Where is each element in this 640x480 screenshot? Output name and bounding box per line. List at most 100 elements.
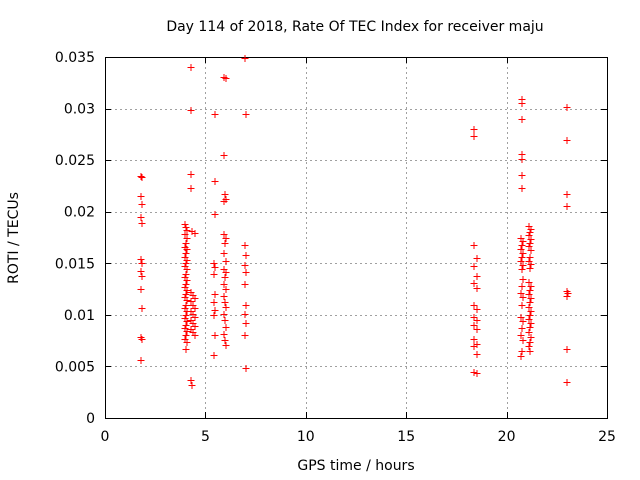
x-tick-label: 25	[598, 429, 616, 445]
data-point	[525, 232, 533, 239]
gridlines	[105, 57, 607, 418]
x-tick-label: 20	[498, 429, 516, 445]
data-point	[473, 326, 481, 333]
data-point	[241, 281, 249, 288]
data-point	[137, 286, 145, 293]
data-point	[183, 227, 191, 234]
data-point	[473, 351, 481, 358]
data-point	[526, 312, 534, 319]
data-point	[183, 235, 191, 242]
data-point	[517, 246, 525, 253]
data-point	[526, 254, 534, 261]
data-point	[187, 64, 195, 71]
data-point	[182, 302, 190, 309]
data-point	[138, 273, 146, 280]
data-point	[211, 307, 219, 314]
data-point	[137, 214, 145, 221]
data-point	[517, 258, 525, 265]
data-point	[241, 332, 249, 339]
data-point	[470, 242, 478, 249]
data-point	[241, 262, 249, 269]
data-point	[519, 294, 527, 301]
x-axis-label: GPS time / hours	[297, 458, 414, 474]
data-point	[221, 191, 229, 198]
data-point	[211, 332, 219, 339]
data-point	[222, 75, 230, 82]
axis-ticks	[105, 57, 608, 419]
data-point	[191, 314, 199, 321]
data-point	[470, 302, 478, 309]
data-point	[182, 250, 190, 257]
data-point	[210, 260, 218, 267]
data-point	[221, 317, 229, 324]
data-point	[519, 250, 527, 257]
data-point	[470, 133, 478, 140]
x-tick-label: 5	[201, 429, 210, 445]
data-point	[518, 254, 526, 261]
y-tick-label: 0	[86, 411, 95, 427]
data-point	[518, 302, 526, 309]
data-point	[211, 264, 219, 271]
data-point	[525, 279, 533, 286]
x-tick-label: 0	[101, 429, 110, 445]
data-point	[181, 231, 189, 238]
data-point	[563, 293, 571, 300]
data-point	[517, 332, 525, 339]
data-point	[138, 174, 146, 181]
data-point	[210, 352, 218, 359]
data-point	[210, 312, 218, 319]
data-point	[563, 203, 571, 210]
data-point	[220, 152, 228, 159]
data-point	[221, 274, 229, 281]
y-tick-label: 0.015	[55, 256, 95, 272]
data-point	[211, 211, 219, 218]
data-point	[527, 334, 535, 341]
y-tick-label: 0.02	[64, 205, 95, 221]
data-point	[221, 337, 229, 344]
data-point	[220, 331, 228, 338]
data-point	[527, 295, 535, 302]
data-point	[183, 339, 191, 346]
data-point	[518, 156, 526, 163]
data-point	[211, 111, 219, 118]
data-point	[518, 266, 526, 273]
data-point	[137, 357, 145, 364]
data-point	[526, 339, 534, 346]
data-point	[526, 229, 534, 236]
data-point	[525, 316, 533, 323]
data-point	[183, 246, 191, 253]
data-point	[138, 336, 146, 343]
scatter-series-roti	[137, 55, 572, 389]
data-point	[563, 191, 571, 198]
data-point	[473, 306, 481, 313]
data-point	[138, 305, 146, 312]
plot-frame	[105, 57, 608, 419]
x-tick-label: 15	[397, 429, 415, 445]
data-point	[191, 332, 199, 339]
data-point	[182, 332, 190, 339]
data-point	[220, 281, 228, 288]
data-point	[518, 100, 526, 107]
data-point	[563, 346, 571, 353]
data-point	[518, 283, 526, 290]
data-point	[182, 281, 190, 288]
data-point	[525, 291, 533, 298]
data-point	[220, 250, 228, 257]
data-point	[470, 369, 478, 376]
data-point	[220, 293, 228, 300]
data-point	[138, 260, 146, 267]
data-point	[470, 280, 478, 287]
data-point	[222, 235, 230, 242]
data-point	[526, 287, 534, 294]
x-tick-labels: 0 5 10 15 20 25	[101, 429, 616, 445]
data-point	[221, 299, 229, 306]
data-point	[211, 178, 219, 185]
y-tick-label: 0.005	[55, 359, 95, 375]
data-point	[519, 238, 527, 245]
data-point	[187, 377, 195, 384]
data-point	[518, 325, 526, 332]
data-point	[183, 297, 191, 304]
data-point	[517, 290, 525, 297]
data-point	[525, 304, 533, 311]
